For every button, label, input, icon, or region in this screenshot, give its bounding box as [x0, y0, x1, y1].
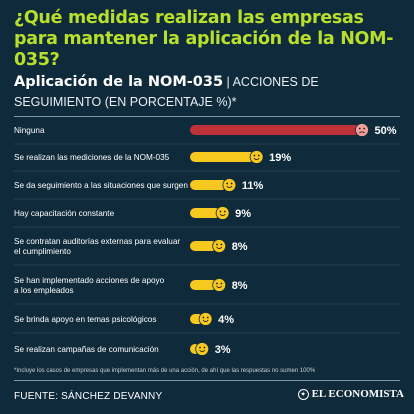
bar — [190, 241, 218, 251]
bar — [190, 280, 218, 290]
subtitle-main: Aplicación de la NOM-035 — [14, 74, 224, 90]
value-label: 50% — [375, 125, 397, 137]
subtitle-rest: ACCIONES DE SEGUIMIENTO (EN PORCENTAJE %… — [14, 75, 319, 109]
value-label: 8% — [232, 241, 248, 253]
chart-title: ¿Qué medidas realizan las empresas para … — [14, 8, 394, 70]
smiley-face-icon — [195, 342, 210, 356]
divider-top — [14, 116, 400, 117]
category-label: Ninguna — [14, 126, 45, 135]
bar — [190, 180, 228, 190]
bar-chart: Ninguna 50% Se realizan las mediciones de … — [14, 123, 400, 356]
category-label: Se realizan campañas de comunicación — [14, 345, 159, 354]
category-label: Se da seguimiento a las situaciones que … — [14, 181, 188, 190]
value-label: 19% — [269, 152, 291, 164]
footnote: *Incluye los casos de empresas que imple… — [14, 368, 316, 374]
subtitle-separator: | — [223, 75, 233, 89]
logo-icon: ✦ — [297, 388, 309, 400]
value-label: 8% — [232, 280, 248, 292]
category-label: Hay capacitación constante — [14, 209, 115, 218]
divider-bottom — [14, 380, 400, 381]
category-label: Se han implementado acciones de apoyo — [14, 276, 165, 285]
value-label: 3% — [215, 344, 231, 356]
bar — [190, 152, 255, 162]
value-label: 11% — [242, 180, 264, 192]
sad-face-icon — [355, 123, 369, 137]
bar — [190, 208, 221, 218]
value-label: 9% — [235, 208, 251, 220]
smiley-face-icon — [249, 150, 264, 164]
category-label: Se realizan las mediciones de la NOM-035 — [14, 153, 170, 162]
category-label: a los empleados — [14, 286, 74, 295]
bar — [190, 125, 360, 135]
source-label: FUENTE: SÁNCHEZ DEVANNY — [14, 391, 163, 402]
value-label: 4% — [218, 314, 234, 326]
smiley-face-icon — [198, 312, 213, 326]
smiley-face-icon — [222, 178, 237, 192]
category-label: el cumplimiento — [14, 247, 71, 256]
category-label: Se contratan auditorías externas para ev… — [14, 237, 180, 246]
chart-subtitle: Aplicación de la NOM-035 | ACCIONES DE S… — [14, 72, 406, 112]
logo-text: EL ECONOMISTA — [311, 388, 404, 400]
smiley-face-icon — [215, 206, 230, 220]
smiley-face-icon — [212, 278, 227, 292]
category-label: Se brinda apoyo en temas psicológicos — [14, 315, 156, 324]
smiley-face-icon — [212, 239, 227, 253]
brand-logo: ✦ EL ECONOMISTA — [297, 388, 404, 400]
